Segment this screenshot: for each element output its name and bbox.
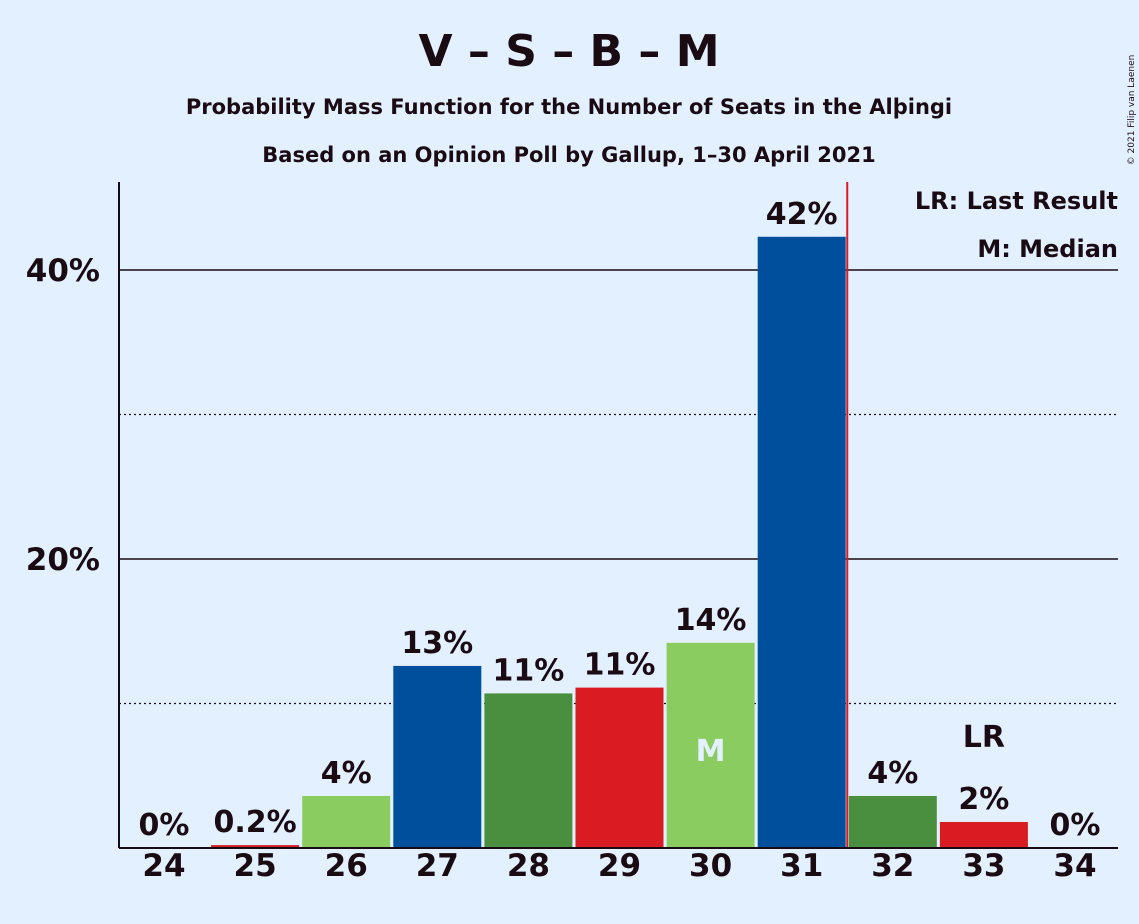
x-tick-label: 31 (780, 848, 823, 884)
bar (211, 845, 300, 848)
x-tick-label: 28 (507, 848, 550, 884)
bar (302, 795, 391, 848)
data-label: 11% (492, 653, 564, 688)
data-label: 0% (1050, 808, 1101, 843)
data-label: 14% (675, 603, 747, 638)
x-tick-label: 25 (234, 848, 277, 884)
x-tick-label: 34 (1053, 848, 1096, 884)
chart-subtitle-poll: Based on an Opinion Poll by Gallup, 1–30… (262, 143, 875, 167)
gridlines: 20% 40% (26, 253, 1118, 705)
copyright-notice: © 2021 Filip van Laenen (1127, 55, 1137, 166)
legend-median: M: Median (977, 235, 1118, 263)
bar (666, 642, 755, 848)
bar (484, 693, 573, 848)
data-label: 4% (321, 756, 372, 791)
bar (575, 687, 664, 848)
x-tick-label: 30 (689, 848, 732, 884)
bar (939, 821, 1028, 848)
bars (211, 182, 1028, 848)
mark-labels: 24 25 26 27 28 29 30 31 32 33 34 0% 0.2% 4% 13% 11% 11% 1… (139, 197, 1101, 884)
data-label: 11% (584, 648, 656, 683)
bar (393, 665, 482, 848)
label-background (755, 186, 848, 235)
data-label: 2% (958, 782, 1009, 817)
y-tick-label: 20% (26, 542, 100, 578)
x-tick-label: 29 (598, 848, 641, 884)
bar (848, 795, 937, 848)
data-label: 0.2% (213, 805, 296, 840)
last-result-marker: LR (963, 720, 1005, 755)
bar (757, 236, 846, 848)
x-tick-label: 33 (962, 848, 1005, 884)
x-tick-label: 32 (871, 848, 914, 884)
chart-title: V – S – B – M (419, 26, 720, 77)
data-label: 42% (766, 197, 838, 232)
data-label: 4% (867, 756, 918, 791)
x-tick-label: 26 (325, 848, 368, 884)
x-tick-label: 24 (142, 848, 185, 884)
median-marker: M (696, 734, 726, 769)
legend-last-result: LR: Last Result (915, 187, 1118, 215)
chart-subtitle: Probability Mass Function for the Number… (186, 95, 952, 119)
data-label: 0% (139, 808, 190, 843)
x-tick-label: 27 (416, 848, 459, 884)
data-label: 13% (401, 626, 473, 661)
y-tick-label: 40% (26, 253, 100, 289)
